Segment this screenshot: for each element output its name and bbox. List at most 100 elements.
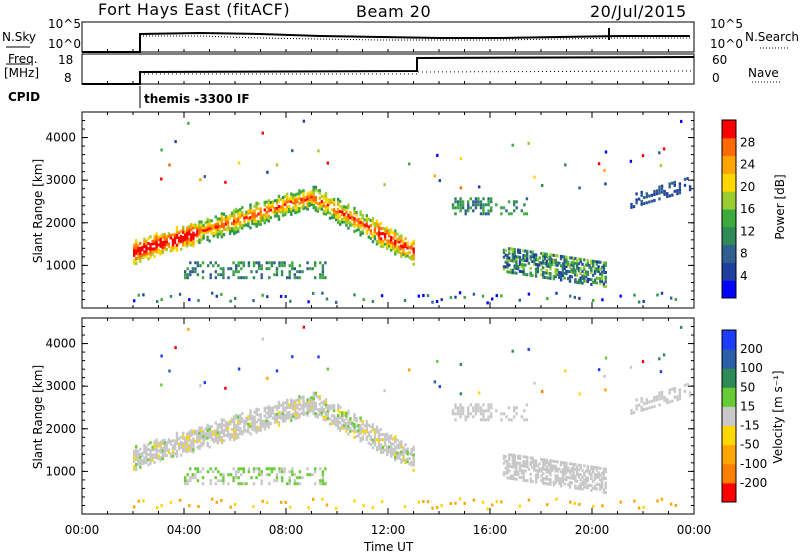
echo-cell [252, 264, 256, 268]
echo-cell [202, 236, 205, 240]
echo-cell [343, 411, 346, 415]
echo-cell [388, 445, 391, 449]
echo-cell [367, 431, 370, 435]
echo-cell [194, 467, 197, 471]
echo-cell [212, 440, 215, 444]
echo-cell [545, 470, 548, 474]
echo-cell [549, 262, 552, 266]
echo-cell [173, 452, 177, 456]
echo-cell [388, 435, 391, 439]
echo-cell [198, 429, 201, 433]
echo-cell [361, 229, 364, 233]
echo-cell [317, 149, 320, 153]
echo-cell [533, 255, 536, 259]
echo-cell [549, 267, 552, 271]
echo-cell [554, 275, 557, 279]
echo-cell [520, 265, 523, 269]
echo-cell [517, 461, 520, 465]
echo-cell [658, 397, 661, 401]
echo-cell [534, 274, 538, 278]
echo-cell [398, 240, 401, 244]
echo-cell [545, 477, 548, 481]
echo-cell [574, 474, 577, 478]
echo-cell [668, 388, 671, 392]
echo-cell [529, 255, 532, 259]
echo-cell [260, 482, 263, 486]
echo-cell [259, 428, 262, 432]
echo-cell [252, 467, 256, 471]
echo-cell [328, 198, 332, 202]
echo-cell [251, 417, 254, 421]
echo-cell [292, 193, 295, 197]
echo-cell [533, 262, 536, 266]
echo-cell [269, 208, 273, 212]
echo-cell [507, 212, 511, 216]
echo-cell [294, 198, 297, 202]
echo-cell [490, 412, 493, 416]
echo-cell [133, 246, 136, 250]
echo-cell [668, 194, 671, 198]
echo-cell [559, 273, 563, 277]
echo-cell [202, 231, 205, 235]
echo-cell [177, 231, 181, 235]
echo-cell [408, 246, 411, 249]
echo-cell [284, 195, 287, 199]
echo-cell [267, 204, 270, 208]
echo-cell [135, 249, 138, 253]
echo-cell [408, 256, 411, 260]
echo-cell [304, 404, 307, 408]
y-tick-label: 2000 [45, 422, 76, 436]
echo-cell [572, 268, 575, 272]
echo-cell [137, 246, 140, 250]
echo-cell [302, 207, 305, 211]
echo-cell [398, 245, 401, 249]
echo-cell [314, 414, 317, 418]
echo-cell [641, 154, 645, 158]
echo-cell [306, 200, 309, 203]
echo-cell [206, 444, 209, 448]
echo-cell [301, 270, 304, 274]
echo-cell [388, 440, 391, 444]
echo-cell [275, 415, 279, 419]
echo-cell [554, 268, 557, 272]
echo-cell [600, 275, 604, 279]
echo-cell [330, 414, 334, 418]
colorbar-swatch [722, 482, 736, 503]
echo-cell [292, 412, 295, 416]
echo-cell [538, 462, 541, 466]
echo-cell [222, 482, 225, 486]
echo-cell [542, 481, 545, 485]
echo-cell [184, 243, 187, 247]
echo-cell [233, 224, 236, 228]
echo-cell [218, 438, 222, 442]
echo-cell [288, 273, 291, 277]
echo-cell [328, 422, 332, 426]
echo-cell [604, 264, 607, 267]
echo-cell [643, 196, 646, 200]
echo-cell [549, 265, 552, 268]
echo-cell [153, 448, 156, 452]
echo-cell [145, 460, 148, 464]
echo-cell [540, 261, 543, 265]
echo-cell [265, 218, 268, 222]
echo-cell [235, 473, 238, 477]
echo-cell [214, 228, 217, 232]
echo-cell [518, 464, 522, 468]
echo-cell [145, 448, 148, 452]
echo-cell [398, 451, 401, 455]
echo-cell [300, 396, 303, 400]
echo-cell [216, 438, 219, 442]
echo-cell [388, 231, 391, 235]
echo-cell [265, 267, 268, 271]
echo-cell [572, 472, 575, 476]
echo-cell [322, 196, 326, 200]
echo-cell [550, 253, 554, 257]
echo-cell [224, 428, 228, 432]
echo-cell [400, 458, 403, 462]
echo-cell [155, 235, 158, 239]
echo-cell [671, 193, 674, 197]
echo-cell [322, 418, 326, 422]
echo-cell [184, 441, 187, 445]
echo-cell [458, 497, 462, 501]
echo-cell [565, 255, 568, 259]
